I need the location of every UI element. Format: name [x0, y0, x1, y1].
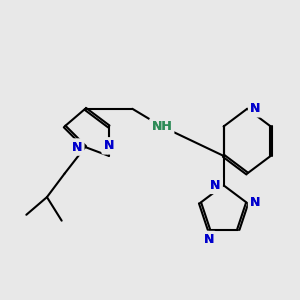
Text: N: N — [72, 141, 82, 154]
Text: N: N — [103, 140, 114, 152]
Text: N: N — [210, 179, 221, 192]
Text: N: N — [103, 140, 114, 152]
Text: N: N — [72, 141, 82, 154]
Text: N: N — [250, 196, 260, 209]
Text: NH: NH — [152, 120, 172, 133]
Text: N: N — [204, 233, 214, 246]
Text: N: N — [250, 102, 260, 115]
Text: N: N — [204, 233, 214, 246]
Text: N: N — [250, 102, 260, 115]
Text: N: N — [250, 196, 260, 209]
Text: N: N — [210, 179, 221, 192]
Text: NH: NH — [152, 120, 172, 133]
